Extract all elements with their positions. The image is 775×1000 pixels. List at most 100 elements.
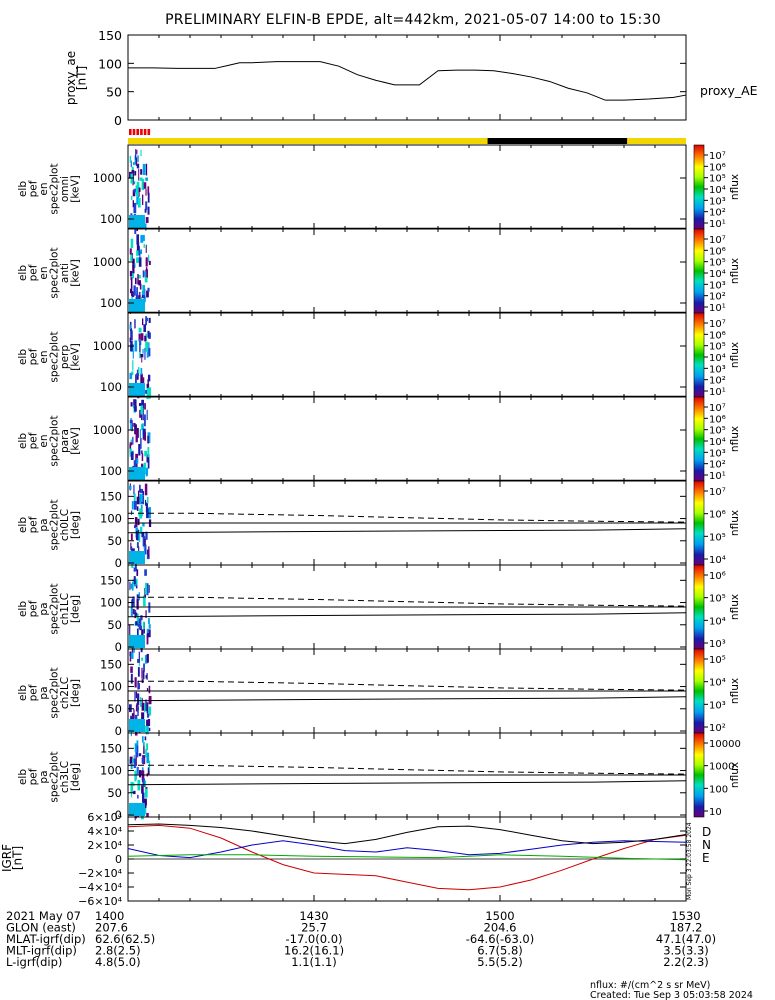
- spectrogram-pixel: [146, 713, 150, 718]
- spectrogram-pixel: [145, 267, 148, 273]
- spectrogram-pixel: [144, 655, 148, 664]
- panel-ylabel-line: pa: [38, 686, 50, 699]
- science-zone-mark: [129, 129, 132, 135]
- y-tick-label: 0: [114, 113, 122, 128]
- spectrogram-pixel: [134, 517, 138, 522]
- spectrogram-pixel: [138, 403, 142, 407]
- colorbar-label: 10⁵: [709, 532, 726, 543]
- spectrogram-pixel: [144, 347, 146, 360]
- panel-ylabel-line: ch2LC: [59, 677, 71, 709]
- panel-ylabel-line: pa: [38, 770, 50, 783]
- spectrogram-pixel: [148, 584, 150, 593]
- spectrogram-panel-perp: 1000100elbpefenspec2plotperp[keV]10⁷10⁶1…: [17, 312, 741, 400]
- spectrogram-pixel: [134, 714, 138, 722]
- spectrogram-pixel: [136, 506, 139, 511]
- y-tick-label: 0: [115, 640, 122, 654]
- panel-ylabel-line: [deg]: [69, 595, 81, 623]
- spectrogram-pixel: [148, 727, 151, 732]
- colorbar-label: 10⁷: [709, 487, 726, 498]
- spectrogram-pixel: [135, 691, 137, 699]
- spectrogram-pixel: [133, 567, 136, 572]
- spectrogram-pixel: [135, 530, 139, 541]
- spectrogram-pixel: [145, 531, 148, 540]
- spectrogram-pixel: [130, 533, 133, 541]
- spectrogram-pixel: [142, 523, 145, 527]
- spectrogram-pixel: [145, 269, 148, 279]
- spectrogram-pixel: [136, 257, 139, 263]
- y-tick-label: 0: [115, 853, 122, 866]
- spectrogram-pixel: [132, 258, 135, 264]
- spectrogram-pixel: [129, 270, 133, 277]
- panel-ylabel-line: [keV]: [69, 259, 81, 287]
- spectrogram-pixel: [148, 254, 150, 263]
- spectrogram-pixel: [131, 330, 133, 341]
- spectrogram-pixel: [145, 725, 148, 734]
- y-tick-label: 100: [100, 512, 122, 526]
- spectrogram-pixel: [135, 430, 138, 443]
- spectrogram-pixel: [131, 713, 135, 721]
- spectrogram-pixel: [145, 699, 147, 712]
- spectrogram-pixel: [133, 790, 136, 795]
- time-axis-value: -17.0(0.0): [285, 932, 342, 946]
- spectrogram-pixel: [146, 497, 149, 504]
- spectrogram-pixel: [143, 544, 146, 550]
- panel-ylabel-line: spec2plot: [48, 331, 60, 382]
- spectrogram-pixel: [139, 340, 141, 353]
- y-tick-label: 0: [115, 808, 122, 822]
- colorbar-label: 10³: [709, 196, 726, 207]
- spectrogram-pixel: [141, 712, 145, 723]
- spectrogram-pixel: [137, 766, 139, 775]
- spectrogram-pixel: [146, 290, 149, 298]
- spectrogram-pixel: [142, 377, 145, 388]
- loss-cone-line: [127, 612, 687, 618]
- spectrogram-pixel: [136, 598, 139, 610]
- spectrogram-pixel: [147, 767, 150, 776]
- panel-ylabel-line: [keV]: [69, 343, 81, 371]
- colorbar-label: 10³: [709, 700, 726, 711]
- spectrogram-pixel: [136, 234, 140, 245]
- spectrogram-pixel: [129, 467, 145, 480]
- time-axis-row-label: 2021 May 07: [6, 909, 81, 923]
- y-tick-label: 100: [100, 212, 122, 226]
- spectrogram-pixel: [140, 615, 143, 621]
- loss-cone-anti-line: [128, 764, 687, 775]
- science-zone-mark: [136, 129, 139, 135]
- spectrogram-pixel: [142, 536, 146, 547]
- spectrogram-pixel: [141, 770, 145, 783]
- spectrogram-pixel: [147, 192, 150, 203]
- spectrogram-pixel: [130, 328, 133, 340]
- panel-ylabel-line: pef: [27, 600, 39, 617]
- panel-ylabel-line: pef: [27, 348, 39, 365]
- spectrogram-pixel: [131, 501, 134, 510]
- proxy-ae-panel: 150 100 50 0 proxy_ae[nT] proxy_AE: [64, 28, 758, 128]
- spectrogram-pixel: [132, 162, 135, 166]
- igrf-d-line: [127, 824, 687, 891]
- y-tick-label: 50: [107, 534, 122, 548]
- spectrogram-pixel: [148, 342, 150, 349]
- spectrogram-pixel: [141, 531, 145, 538]
- spectrogram-pixel: [148, 317, 151, 323]
- spectrogram-pixel: [134, 743, 137, 753]
- panel-ylabel-line: spec2plot: [48, 667, 60, 718]
- y-tick-label: 100: [100, 764, 122, 778]
- colorbar-label: 10⁵: [709, 258, 726, 269]
- spectrogram-pixel: [142, 670, 145, 680]
- spectrogram-pixel: [146, 317, 148, 322]
- spectrogram-pixel: [141, 453, 144, 462]
- spectrogram-pixel: [129, 485, 132, 490]
- panel-ylabel-line: anti: [59, 263, 71, 283]
- time-axis-value: 1430: [299, 909, 328, 923]
- spectrogram-pixel: [129, 651, 132, 657]
- spectrogram-pixel: [147, 432, 151, 444]
- spectrogram-pixel: [145, 316, 148, 326]
- time-axis-value: 25.7: [301, 921, 327, 935]
- spectrogram-pixel: [130, 666, 133, 673]
- spectrogram-panel-omni: 1000100elbpefenspec2plotomni[keV]10⁷10⁶1…: [17, 144, 741, 234]
- spectrogram-pixel: [129, 624, 131, 636]
- spectrogram-pixel: [129, 756, 133, 765]
- colorbar-label: 10⁶: [709, 330, 726, 341]
- spectrogram-pixel: [130, 763, 133, 770]
